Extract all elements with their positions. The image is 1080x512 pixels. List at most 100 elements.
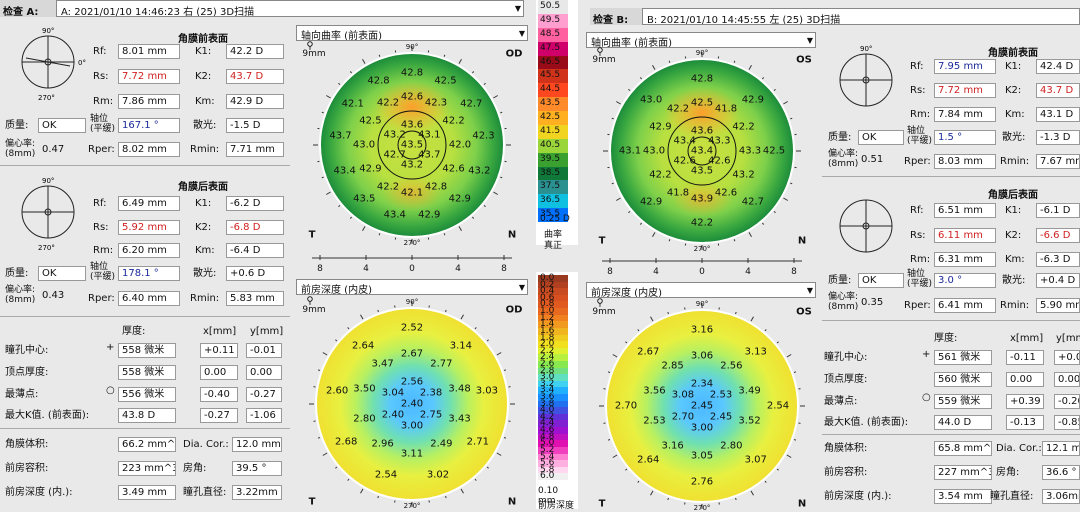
rs-label: Rs: [910, 86, 926, 96]
map-value-label: 2.45 [691, 401, 713, 412]
map-value-label: 2.70 [672, 412, 694, 423]
axis-tick-label: 0 [409, 264, 415, 274]
axis-tick-label: 4 [363, 264, 369, 274]
volume-value: 65.8 mm^3 [934, 441, 992, 456]
chevron-down-icon[interactable]: ▼ [807, 36, 813, 45]
axis-label: 轴位 (平缓) [907, 126, 932, 146]
map-value-label: 42.9 [418, 209, 440, 220]
scale-step: 46.5 [538, 56, 568, 70]
chevron-down-icon[interactable]: ▼ [807, 286, 813, 295]
left-map1-dropdown[interactable]: 轴向曲率 (前表面) ▼ [296, 25, 528, 41]
y-header: y[mm] [1056, 334, 1080, 344]
chevron-down-icon[interactable]: ▼ [515, 4, 521, 13]
scale-step: 6.0 [538, 473, 568, 480]
chamber-volume-value: 223 mm^3 [118, 461, 176, 476]
rmin-label: Rmin: [190, 145, 219, 155]
plus-icon: + [106, 343, 114, 353]
divider [822, 176, 1080, 177]
kmax-value: 43.8 D [118, 408, 176, 423]
back-km-value: -6.4 D [226, 243, 284, 258]
front-rper-value: 8.03 mm [934, 154, 996, 169]
y-header: y[mm] [250, 327, 283, 337]
map-value-label: 2.64 [637, 454, 659, 465]
front-axis-diagram: 90° [826, 40, 906, 120]
map-value-label: 43.7 [329, 131, 351, 142]
front-rmin-value: 7.71 mm [226, 142, 284, 157]
map-value-label: 42.5 [434, 76, 456, 87]
scale-step: 41.5 [538, 125, 568, 139]
kmax-x-value: -0.13 [1006, 415, 1044, 430]
pupil-diameter-value: 3.06mm [1042, 489, 1080, 504]
map-value-label: 42.0 [449, 140, 471, 151]
map-value-label: 42.7 [384, 150, 406, 161]
k2-label: K2: [1005, 231, 1021, 241]
pupil-diameter-label: 瞳孔直径: [990, 492, 1033, 502]
map-value-label: 2.71 [467, 437, 489, 448]
scale-step: 43.5 [538, 97, 568, 111]
back-rmin-value: 5.90 mm [1036, 298, 1080, 313]
rmin-label: Rmin: [1000, 157, 1029, 167]
back-axis-value: 178.1 ° [118, 266, 180, 281]
divider [0, 428, 290, 429]
axis-tick-label: 4 [455, 264, 461, 274]
map-value-label: 42.9 [742, 95, 764, 106]
angle-270-label: 270° [694, 504, 711, 512]
exam-b-label: 检查 B: [590, 8, 642, 25]
apex-y-value: 0.00 [246, 365, 282, 380]
svg-text:90°: 90° [42, 27, 54, 35]
chevron-down-icon[interactable]: ▼ [519, 283, 525, 292]
thinnest-thickness-value: 556 微米 [118, 387, 176, 402]
map-value-label: 3.16 [691, 325, 713, 336]
thinnest-label: 最薄点: [5, 390, 38, 400]
pupil-thickness-value: 558 微米 [118, 343, 176, 358]
x-header: x[mm] [203, 327, 236, 337]
front-axis-value: 167.1 ° [118, 118, 180, 133]
map-value-label: 3.00 [691, 423, 713, 434]
map-value-label: 42.2 [667, 104, 689, 115]
map-value-label: 43.1 [418, 130, 440, 141]
map-value-label: 42.7 [460, 99, 482, 110]
back-astig-value: +0.4 D [1036, 273, 1080, 288]
axis-label: 轴位 (平缓) [90, 262, 115, 282]
front-rf-value: 8.01 mm [118, 44, 180, 59]
map-value-label: 41.8 [715, 104, 737, 115]
k2-label: K2: [195, 223, 211, 233]
back-rs-value: 6.11 mm [934, 228, 996, 243]
right-map2-dropdown[interactable]: 前房深度 (内皮) ▼ [586, 282, 816, 298]
right-map1-dropdown[interactable]: 轴向曲率 (前表面) ▼ [586, 32, 816, 48]
rs-label: Rs: [93, 72, 109, 82]
exam-a-select[interactable]: A: 2021/01/10 14:46:23 右 (25) 3D扫描 ▼ [56, 0, 524, 17]
scale-step: 49.5 [538, 14, 568, 28]
k1-label: K1: [195, 47, 211, 57]
kmax-label: 最大K值. (前表面): [824, 418, 908, 428]
front-astig-value: -1.5 D [226, 118, 284, 133]
axis-label: 轴位 (平缓) [907, 269, 932, 289]
left-map2-dropdown[interactable]: 前房深度 (内皮) ▼ [296, 279, 528, 295]
map-value-label: 42.2 [732, 122, 754, 133]
scale-step: 50.5 [538, 0, 568, 14]
front-surface-title: 角膜前表面 [988, 44, 1038, 59]
chevron-down-icon[interactable]: ▼ [519, 29, 525, 38]
rmin-label: Rmin: [190, 294, 219, 304]
ecc-label: 偏心率: (8mm) [828, 292, 858, 312]
astig-label: 散光: [1002, 276, 1025, 286]
front-k1-value: 42.2 D [226, 44, 284, 59]
exam-b-select[interactable]: B: 2021/01/10 14:45:55 左 (25) 3D扫描 [642, 8, 1080, 25]
angle-label: 房角: [183, 464, 206, 474]
zoom-icon: ⚲ [306, 296, 313, 307]
left-panel: 检查 A: A: 2021/01/10 14:46:23 右 (25) 3D扫描… [0, 0, 534, 509]
svg-text:90°: 90° [860, 45, 872, 53]
axis-tick-label: 4 [653, 267, 659, 277]
map-value-label: 3.50 [353, 383, 375, 394]
scale-step: 45.5 [538, 69, 568, 83]
volume-label: 角膜体积: [5, 440, 48, 450]
divider [822, 434, 1080, 435]
scale-9mm-label: 9mm [592, 307, 615, 317]
map-value-label: 43.2 [732, 170, 754, 181]
angle-90-label: 90° [696, 300, 708, 308]
